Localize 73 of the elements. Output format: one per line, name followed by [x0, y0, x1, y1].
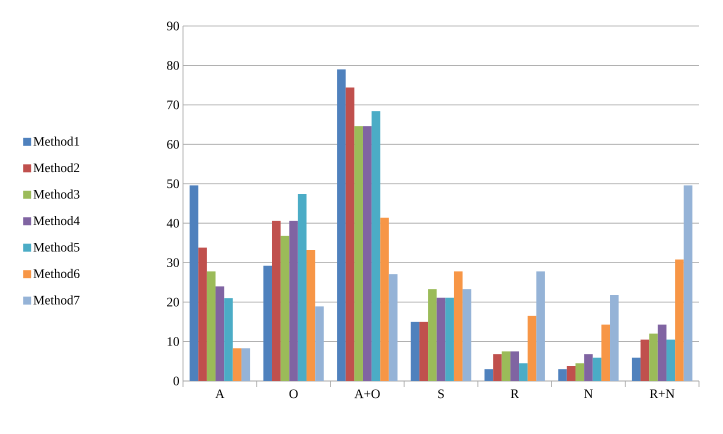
y-tick-label: 30 [167, 258, 179, 268]
bar [658, 324, 666, 381]
bar [684, 185, 692, 381]
y-tick-label: 40 [166, 218, 179, 228]
bar [388, 274, 398, 381]
bar [528, 316, 536, 381]
legend-label: Method7 [34, 295, 80, 305]
legend-label: Method1 [34, 136, 80, 146]
legend-label: Method4 [34, 216, 80, 226]
bar [445, 298, 454, 381]
bar [354, 126, 363, 381]
x-tick-label: R [510, 390, 520, 398]
bar [575, 363, 584, 381]
y-tick-label: 0 [174, 376, 179, 386]
y-tick-label: 60 [167, 140, 179, 149]
bar [428, 289, 437, 381]
bar [640, 340, 650, 381]
y-tick-label: 50 [167, 179, 179, 188]
bar [419, 322, 428, 381]
y-tick-label: 20 [167, 298, 179, 306]
bar [337, 69, 346, 381]
legend-label: Method2 [34, 163, 80, 172]
bar [536, 271, 545, 381]
bar [362, 126, 372, 381]
bar [601, 324, 610, 381]
bar [263, 266, 272, 381]
bar [610, 294, 619, 381]
x-tick-label: O [289, 390, 298, 398]
legend-label: Method3 [34, 190, 80, 199]
legend-label: Method6 [34, 268, 80, 278]
bar [649, 334, 658, 381]
bar [675, 259, 684, 381]
bar [272, 220, 281, 381]
y-tick-label: 80 [167, 61, 179, 70]
bar [436, 298, 446, 381]
bar [566, 366, 576, 381]
y-tick-label: 70 [167, 100, 179, 110]
bar [289, 220, 298, 381]
bar [232, 348, 242, 381]
bar [410, 322, 420, 381]
bar [558, 369, 567, 381]
bar [592, 358, 602, 381]
bar [666, 340, 676, 381]
bar [306, 250, 316, 381]
bar [510, 351, 520, 381]
bar [372, 111, 380, 381]
bar [462, 289, 472, 381]
legend-label: Method5 [34, 242, 80, 252]
x-tick-label: S [438, 390, 444, 398]
bar [632, 358, 641, 381]
bar [216, 286, 224, 381]
bar [298, 194, 307, 381]
bar [484, 369, 494, 381]
bar [519, 363, 528, 381]
bar [206, 271, 216, 381]
x-tick-label: A+O [354, 390, 380, 398]
bar [454, 271, 463, 381]
bar [346, 88, 354, 381]
bar [241, 348, 250, 381]
x-tick-label: N [584, 390, 593, 398]
bar [493, 354, 502, 381]
bar [198, 248, 207, 381]
bar [190, 185, 198, 381]
bar [224, 298, 233, 381]
bar [502, 351, 510, 381]
y-tick-label: 10 [168, 337, 179, 346]
bar [380, 218, 389, 381]
y-tick-label: 90 [166, 22, 179, 30]
bar [584, 354, 593, 381]
x-tick-label: R+N [650, 390, 674, 398]
x-tick-label: A [215, 390, 224, 398]
bar [280, 236, 290, 381]
bar [315, 306, 324, 381]
